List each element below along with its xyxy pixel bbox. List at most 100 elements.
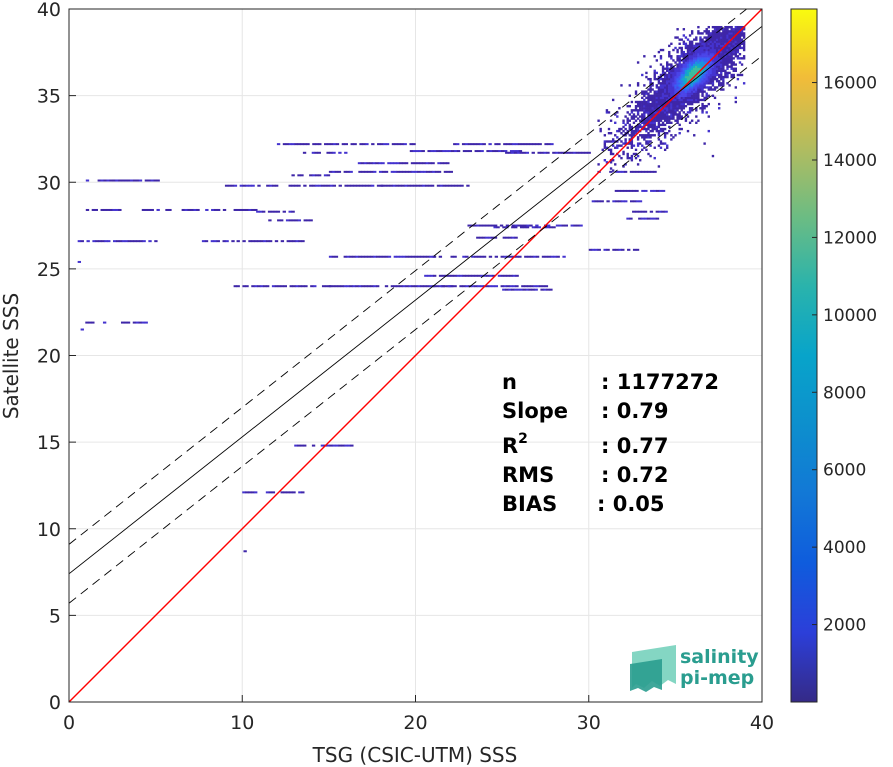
density-cell bbox=[603, 134, 607, 137]
density-cell bbox=[628, 125, 631, 129]
density-cell bbox=[699, 36, 702, 39]
density-cell bbox=[711, 50, 715, 54]
density-cell bbox=[467, 143, 472, 146]
density-cell bbox=[636, 113, 640, 116]
density-cell bbox=[121, 179, 125, 182]
density-cell bbox=[563, 151, 568, 154]
density-cell bbox=[713, 44, 717, 48]
density-cell bbox=[697, 25, 700, 29]
density-cell bbox=[651, 102, 654, 106]
density-cell bbox=[636, 136, 640, 139]
density-cell bbox=[338, 184, 342, 187]
density-cell bbox=[638, 142, 642, 145]
density-cell bbox=[697, 46, 700, 50]
density-cell bbox=[643, 113, 646, 116]
density-cell bbox=[456, 274, 460, 277]
density-cell bbox=[647, 134, 650, 137]
density-cell bbox=[358, 285, 362, 288]
density-cell bbox=[682, 77, 686, 81]
density-cell bbox=[448, 150, 452, 153]
density-cell bbox=[661, 69, 665, 73]
density-cell bbox=[666, 100, 669, 104]
density-cell bbox=[717, 40, 721, 43]
density-cell bbox=[676, 69, 679, 73]
density-cell bbox=[428, 162, 432, 165]
density-cell bbox=[465, 255, 469, 258]
density-cell bbox=[663, 132, 667, 135]
density-cell bbox=[479, 255, 484, 258]
density-cell bbox=[474, 255, 478, 258]
density-cell bbox=[531, 226, 536, 229]
density-cell bbox=[711, 53, 715, 56]
density-cell bbox=[695, 90, 698, 93]
density-cell bbox=[380, 184, 385, 187]
density-cell bbox=[663, 102, 667, 106]
density-cell bbox=[663, 88, 667, 91]
density-cell bbox=[519, 288, 524, 291]
density-cell bbox=[440, 162, 444, 165]
density-cell bbox=[722, 77, 725, 81]
density-cell bbox=[130, 240, 135, 243]
density-cell bbox=[254, 208, 258, 211]
density-cell bbox=[512, 274, 516, 277]
density-cell bbox=[674, 102, 677, 106]
density-cell bbox=[684, 36, 688, 39]
density-cell bbox=[705, 69, 708, 73]
density-cell bbox=[607, 127, 611, 131]
density-cell bbox=[707, 32, 710, 35]
density-cell bbox=[657, 132, 661, 135]
density-cell bbox=[711, 65, 715, 68]
density-cell bbox=[412, 150, 417, 153]
density-cell bbox=[711, 94, 715, 97]
density-cell bbox=[668, 92, 671, 95]
density-cell bbox=[672, 59, 675, 62]
density-cell bbox=[722, 30, 725, 33]
stat-n-value: : 1177272 bbox=[601, 370, 719, 394]
density-cell bbox=[666, 63, 669, 66]
density-cell bbox=[711, 75, 715, 79]
density-cell bbox=[674, 109, 677, 112]
density-cell bbox=[641, 109, 644, 112]
density-cell bbox=[601, 148, 604, 152]
density-cell bbox=[98, 240, 102, 243]
density-cell bbox=[618, 127, 621, 131]
density-cell bbox=[525, 288, 530, 291]
density-cell bbox=[697, 50, 700, 54]
density-cell bbox=[724, 46, 727, 50]
density-cell bbox=[647, 96, 650, 100]
density-cell bbox=[742, 82, 746, 85]
density-cell bbox=[713, 34, 717, 37]
density-cell bbox=[736, 42, 740, 45]
density-cell bbox=[655, 217, 660, 220]
density-cell bbox=[494, 143, 498, 146]
density-cell bbox=[728, 38, 731, 41]
fit-lines bbox=[69, 9, 762, 702]
density-cell bbox=[680, 50, 683, 54]
density-cell bbox=[678, 42, 681, 45]
density-cell bbox=[701, 53, 704, 56]
density-cell bbox=[661, 121, 665, 124]
density-cell bbox=[674, 75, 677, 79]
density-cell bbox=[738, 53, 742, 56]
density-cell bbox=[732, 63, 735, 66]
density-cell bbox=[638, 170, 642, 173]
density-cell bbox=[690, 96, 694, 100]
density-cell bbox=[611, 159, 615, 162]
density-cell bbox=[657, 82, 661, 85]
density-cell bbox=[690, 82, 694, 85]
density-cell bbox=[724, 48, 727, 52]
density-cell bbox=[277, 219, 281, 222]
density-cell bbox=[678, 82, 681, 85]
density-cell bbox=[678, 38, 681, 41]
density-cell bbox=[599, 129, 602, 133]
density-cell bbox=[641, 170, 645, 173]
density-cell bbox=[647, 152, 650, 156]
density-cell bbox=[543, 288, 547, 291]
density-cell bbox=[558, 151, 562, 154]
density-cell bbox=[730, 53, 733, 56]
density-cell bbox=[464, 143, 469, 146]
density-cell bbox=[414, 285, 418, 288]
density-cell bbox=[695, 92, 698, 95]
density-cell bbox=[282, 143, 287, 146]
density-cell bbox=[649, 125, 652, 129]
